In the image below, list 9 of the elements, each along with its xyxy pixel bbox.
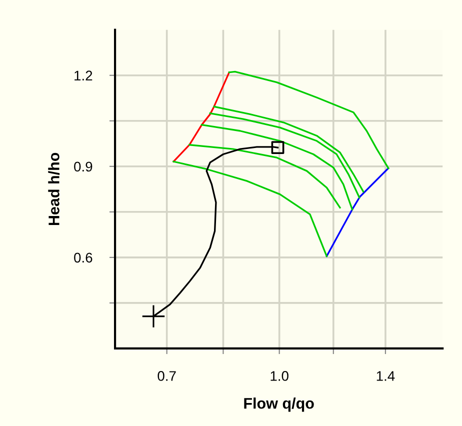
y-tick-label: 0.9 bbox=[74, 162, 92, 172]
x-axis-title: Flow q/qo bbox=[244, 398, 314, 412]
y-tick-label: 1.2 bbox=[74, 70, 92, 80]
x-tick-label: 1.0 bbox=[270, 371, 288, 381]
y-axis-title: Head h/ho bbox=[48, 152, 60, 226]
x-tick-label: 0.7 bbox=[158, 371, 176, 381]
x-tick-label: 1.4 bbox=[376, 371, 395, 381]
line-series bbox=[172, 71, 230, 162]
y-tick-label: 0.6 bbox=[74, 252, 92, 263]
